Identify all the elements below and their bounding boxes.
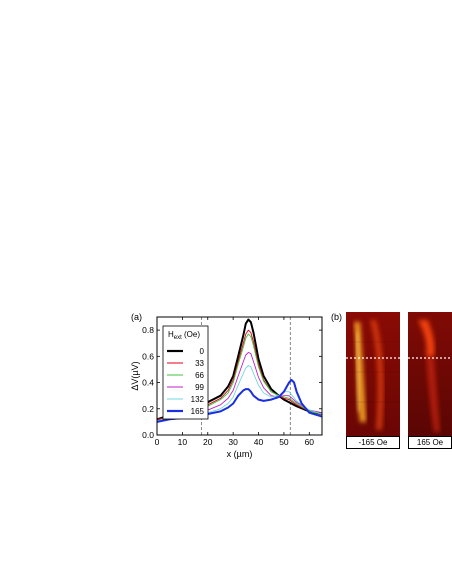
x-tick-label: 10 (178, 437, 188, 447)
x-axis-label: x (µm) (227, 449, 253, 459)
legend-label-132: 132 (191, 395, 205, 404)
legend-label-66: 66 (195, 371, 204, 380)
image-caption-negative: -165 Oe (346, 436, 400, 449)
legend-label-165: 165 (191, 407, 205, 416)
image-caption-positive: 165 Oe (408, 436, 452, 449)
y-tick-label: 0.2 (142, 404, 154, 414)
x-tick-label: 60 (305, 437, 315, 447)
y-tick-label: 0.6 (142, 351, 154, 361)
kerr-image-negative (346, 312, 400, 436)
x-tick-label: 30 (228, 437, 238, 447)
legend: Hext (Oe)0 33 66 99 132 165 (162, 325, 209, 420)
y-tick-label: 0.8 (142, 325, 154, 335)
legend-label-99: 99 (195, 383, 204, 392)
image-panel-positive (408, 312, 452, 436)
legend-title: Hext (Oe) (168, 330, 200, 341)
x-tick-label: 20 (203, 437, 213, 447)
kerr-image-positive (408, 312, 452, 436)
plot-frame (156, 316, 323, 436)
y-tick-label: 0.4 (142, 378, 154, 388)
x-tick-label: 0 (155, 437, 160, 447)
legend-box (162, 325, 209, 420)
y-tick-label: 0.0 (142, 430, 154, 440)
panel-a-label: (a) (131, 312, 142, 322)
series-line-165 (156, 378, 323, 423)
y-axis-label: ΔV(µV) (130, 361, 140, 390)
legend-label-33: 33 (195, 359, 204, 368)
x-tick-label: 50 (279, 437, 289, 447)
legend-label-0: 0 (200, 347, 205, 356)
image-panel-negative (346, 312, 400, 436)
x-tick-label: 40 (254, 437, 264, 447)
panel-b-label: (b) (331, 312, 342, 322)
